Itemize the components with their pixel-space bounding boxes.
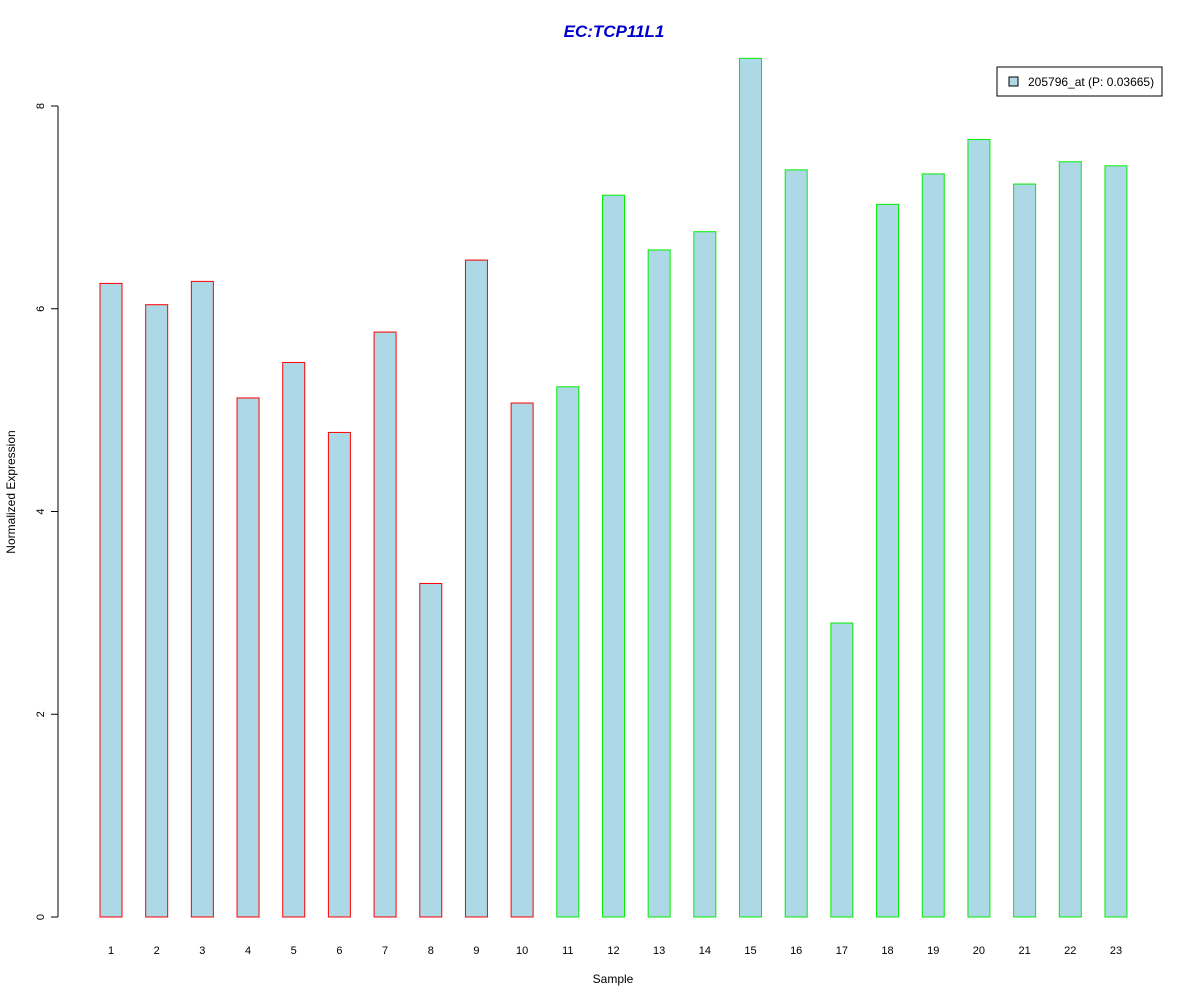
bar-sample-3	[190, 280, 214, 918]
y-tick-label: 6	[35, 306, 47, 312]
bar-sample-4	[236, 397, 260, 918]
x-tick-label: 8	[428, 945, 434, 957]
x-tick-label: 14	[699, 945, 711, 957]
x-tick-label: 16	[790, 945, 802, 957]
bar-sample-22	[1058, 161, 1082, 918]
x-tick-label: 11	[562, 945, 573, 957]
y-tick-label: 0	[35, 914, 47, 920]
x-tick-label: 21	[1018, 945, 1030, 957]
legend: 205796_at (P: 0.03665)	[996, 66, 1163, 97]
bar-sample-17	[830, 622, 854, 918]
bar-sample-5	[282, 361, 306, 918]
x-tick-label: 17	[836, 945, 848, 957]
legend-swatch	[1008, 76, 1019, 87]
y-ticks: 0 2 4 6 8	[35, 103, 58, 920]
bar-sample-15	[739, 57, 763, 918]
y-tick-label: 8	[35, 103, 47, 109]
bar-sample-9	[464, 259, 488, 918]
bar-sample-12	[601, 194, 625, 918]
x-tick-label: 20	[973, 945, 985, 957]
y-tick-label: 4	[35, 508, 47, 514]
x-tick-label: 2	[154, 945, 160, 957]
x-tick-label: 3	[199, 945, 205, 957]
x-tick-label: 10	[516, 945, 528, 957]
x-tick-label: 9	[473, 945, 479, 957]
legend-label: 205796_at (P: 0.03665)	[1028, 75, 1154, 89]
x-tick-labels: 1 2 3 4 5 6 7 8 9 10 11 12 13 14 15 16 17 18 19 20 21 22 23	[108, 945, 1122, 957]
bar-sample-10	[510, 402, 534, 918]
x-tick-label: 22	[1064, 945, 1076, 957]
x-tick-label: 5	[291, 945, 297, 957]
x-tick-label: 1	[108, 945, 114, 957]
bar-sample-8	[419, 582, 443, 918]
bar-sample-11	[556, 386, 580, 918]
bar-sample-19	[921, 173, 945, 918]
x-tick-label: 18	[881, 945, 893, 957]
x-tick-label: 19	[927, 945, 939, 957]
x-axis-label: Sample	[593, 972, 634, 986]
x-tick-label: 15	[744, 945, 756, 957]
x-tick-label: 13	[653, 945, 665, 957]
x-tick-label: 7	[382, 945, 388, 957]
y-axis-label: Normalized Expression	[4, 430, 18, 553]
bar-sample-16	[784, 169, 808, 918]
bar-sample-7	[373, 331, 397, 918]
bars	[99, 57, 1128, 918]
bar-sample-13	[647, 249, 671, 918]
bar-sample-21	[1013, 183, 1037, 918]
bar-sample-6	[327, 431, 351, 918]
legend-box	[996, 66, 1163, 97]
x-tick-label: 12	[607, 945, 619, 957]
x-tick-label: 4	[245, 945, 251, 957]
y-tick-label: 2	[35, 711, 47, 717]
bar-sample-20	[967, 138, 991, 918]
chart-title: EC:TCP11L1	[564, 22, 665, 41]
bar-sample-23	[1104, 165, 1128, 918]
bar-sample-18	[876, 203, 900, 918]
bar-sample-14	[693, 231, 717, 918]
x-tick-label: 6	[336, 945, 342, 957]
bar-sample-2	[145, 304, 169, 918]
bar-sample-1	[99, 282, 123, 918]
x-tick-label: 23	[1110, 945, 1122, 957]
